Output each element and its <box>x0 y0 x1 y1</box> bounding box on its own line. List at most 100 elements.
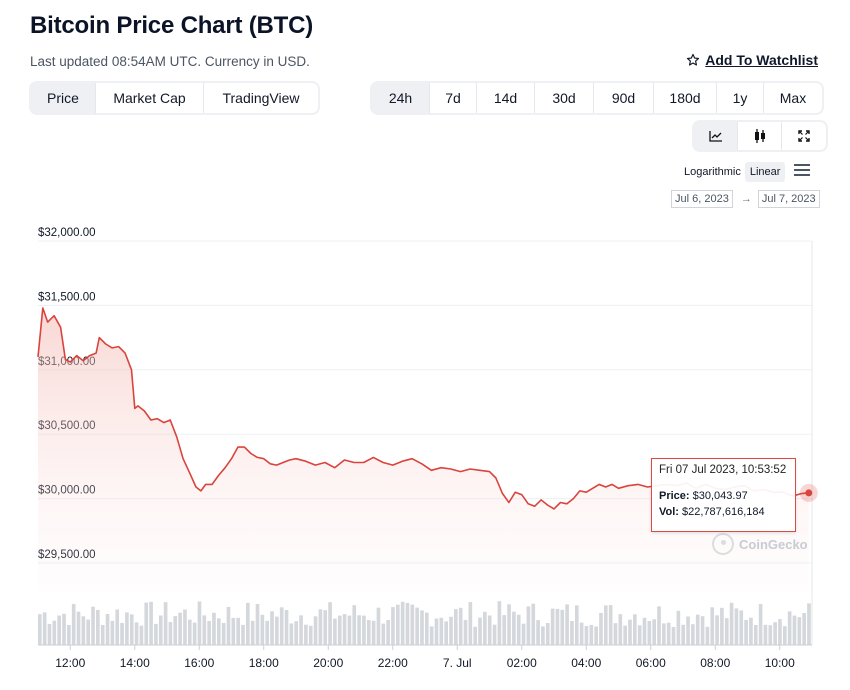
x-tick-label: 16:00 <box>184 656 214 670</box>
y-tick-label: $32,000.00 <box>38 227 96 239</box>
volume-bar <box>802 613 806 645</box>
volume-bar <box>657 606 661 645</box>
x-axis-labels: 12:00 14:00 16:00 18:00 20:00 22:00 7. Jul 02:0… <box>55 645 795 670</box>
tab-price[interactable]: Price <box>31 83 96 113</box>
volume-bars <box>38 601 812 646</box>
candlestick-icon <box>754 129 765 143</box>
range-14d[interactable]: 14d <box>477 83 535 113</box>
volume-bar <box>792 615 797 645</box>
volume-bar <box>284 610 289 645</box>
volume-bar <box>744 620 748 645</box>
volume-bar <box>91 606 95 645</box>
volume-bar <box>352 605 357 645</box>
volume-bar <box>623 625 627 645</box>
volume-bar <box>391 607 395 645</box>
volume-bar <box>371 620 376 645</box>
volume-bar <box>618 614 623 645</box>
volume-bar <box>797 617 802 645</box>
range-7d[interactable]: 7d <box>430 83 477 113</box>
date-to-input[interactable]: Jul 7, 2023 <box>757 190 820 208</box>
volume-bar <box>260 614 265 645</box>
volume-bar <box>183 609 187 645</box>
volume-bar <box>749 617 753 645</box>
volume-bar <box>221 623 226 645</box>
volume-bar <box>613 623 618 645</box>
volume-bar <box>400 601 405 645</box>
tooltip-price-label: Price: <box>659 490 690 502</box>
volume-bar <box>594 626 598 645</box>
volume-bar <box>763 624 768 645</box>
volume-bar <box>67 625 71 645</box>
add-to-watchlist-link[interactable]: Add To Watchlist <box>686 52 818 68</box>
volume-bar <box>768 625 773 645</box>
volume-bar <box>158 615 163 645</box>
volume-bar <box>603 605 608 645</box>
volume-bar <box>110 620 115 645</box>
tab-market-cap[interactable]: Market Cap <box>96 83 204 113</box>
volume-bar <box>255 604 260 645</box>
volume-bar <box>584 626 589 645</box>
volume-bar <box>458 607 463 645</box>
volume-bar <box>662 623 666 645</box>
volume-bar <box>512 611 516 645</box>
volume-bar <box>299 615 303 645</box>
time-range-tabs: 24h 7d 14d 30d 90d 180d 1y Max <box>370 81 824 115</box>
volume-bar <box>47 624 52 645</box>
volume-bar <box>686 616 690 645</box>
scale-logarithmic[interactable]: Logarithmic <box>684 166 741 178</box>
volume-bar <box>492 624 497 645</box>
tab-tradingview[interactable]: TradingView <box>204 83 318 113</box>
tooltip-vol-label: Vol: <box>659 506 679 518</box>
volume-bar <box>134 622 139 645</box>
volume-bar <box>115 609 120 645</box>
range-max[interactable]: Max <box>764 83 822 113</box>
volume-bar <box>236 617 240 645</box>
volume-bar <box>405 602 410 645</box>
volume-bar <box>473 626 478 645</box>
volume-bar <box>647 621 652 645</box>
volume-bar <box>555 608 560 645</box>
volume-bar <box>323 610 328 645</box>
volume-bar <box>376 607 381 645</box>
fullscreen-button[interactable] <box>782 122 826 150</box>
volume-bar <box>139 625 144 645</box>
volume-bar <box>782 626 787 645</box>
volume-bar <box>734 608 739 645</box>
volume-bar <box>478 617 482 645</box>
date-from-input[interactable]: Jul 6, 2023 <box>671 190 733 208</box>
range-180d[interactable]: 180d <box>654 83 717 113</box>
volume-bar <box>739 610 744 645</box>
x-tick-label: 12:00 <box>55 656 85 670</box>
x-tick-label: 18:00 <box>249 656 279 670</box>
range-24h[interactable]: 24h <box>372 83 430 113</box>
candlestick-button[interactable] <box>738 122 782 150</box>
range-90d[interactable]: 90d <box>594 83 654 113</box>
volume-bar <box>76 611 81 645</box>
volume-bar <box>434 618 439 645</box>
x-tick-label: 04:00 <box>571 656 601 670</box>
range-30d[interactable]: 30d <box>535 83 594 113</box>
scale-linear[interactable]: Linear <box>744 162 786 182</box>
volume-bar <box>96 609 100 645</box>
volume-bar <box>168 622 173 645</box>
range-1y[interactable]: 1y <box>717 83 764 113</box>
volume-bar <box>468 602 473 645</box>
volume-bar <box>71 604 76 645</box>
volume-bar <box>366 620 371 645</box>
price-line <box>37 307 809 510</box>
volume-bar <box>565 604 569 645</box>
volume-bar <box>357 615 361 645</box>
volume-bar <box>38 614 42 645</box>
volume-bar <box>197 601 202 645</box>
line-chart-button[interactable] <box>694 122 738 150</box>
volume-bar <box>250 620 255 645</box>
date-range: Jul 6, 2023 → Jul 7, 2023 <box>671 190 820 208</box>
price-area-fill <box>38 308 809 592</box>
volume-bar <box>550 608 555 645</box>
volume-bar <box>507 604 511 645</box>
volume-bar <box>342 614 347 645</box>
volume-bar <box>753 625 758 645</box>
volume-bar <box>57 615 61 645</box>
hamburger-menu-icon[interactable] <box>793 163 811 177</box>
